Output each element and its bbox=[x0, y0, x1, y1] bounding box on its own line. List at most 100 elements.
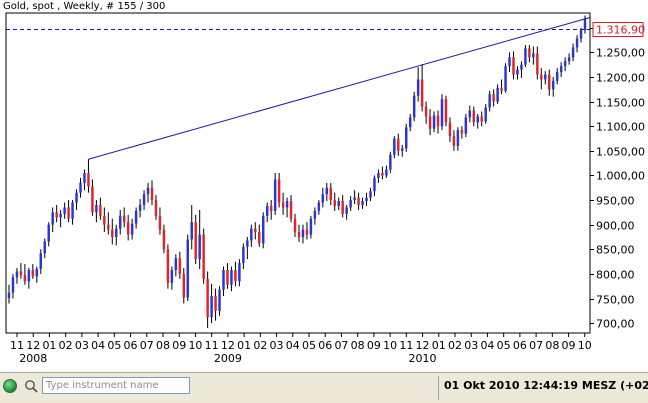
candle-body bbox=[273, 179, 277, 211]
candle-body bbox=[250, 228, 253, 241]
candle-body bbox=[301, 229, 305, 237]
candle-body bbox=[47, 224, 50, 242]
x-tick-label: 03 bbox=[75, 339, 89, 352]
candle-body bbox=[500, 87, 503, 91]
candle-body bbox=[138, 205, 142, 211]
candle-body bbox=[528, 48, 531, 58]
x-tick-label: 11 bbox=[10, 339, 24, 352]
y-tick-label: 800,00 bbox=[596, 269, 635, 282]
candle-body bbox=[130, 223, 134, 235]
candle-body bbox=[536, 53, 539, 75]
connection-status-icon[interactable] bbox=[3, 379, 17, 393]
instrument-search-input[interactable] bbox=[42, 377, 190, 394]
candle-body bbox=[226, 269, 229, 285]
toolbar-separator bbox=[438, 376, 439, 400]
x-tick-label: 09 bbox=[172, 339, 186, 352]
chart-area[interactable]: 1.300,001.250,001.200,001.150,001.100,00… bbox=[0, 0, 648, 372]
candle-body bbox=[337, 201, 340, 206]
search-icon[interactable] bbox=[24, 379, 38, 393]
y-tick-label: 1.250,00 bbox=[596, 47, 645, 60]
x-tick-label: 06 bbox=[318, 339, 332, 352]
bottom-toolbar: 01 Okt 2010 12:44:19 MESZ (+0200) bbox=[0, 372, 648, 403]
y-tick-label: 700,00 bbox=[596, 318, 635, 331]
candle-body bbox=[43, 241, 46, 254]
candle-body bbox=[63, 207, 66, 214]
x-tick-label: 01 bbox=[237, 339, 251, 352]
candle-body bbox=[198, 234, 201, 260]
x-tick-label: 08 bbox=[156, 339, 170, 352]
candle-body bbox=[516, 69, 519, 75]
candle-body bbox=[269, 205, 273, 211]
candle-body bbox=[484, 107, 487, 122]
candle-body bbox=[548, 74, 551, 90]
candle-body bbox=[349, 200, 352, 208]
candle-body bbox=[242, 246, 245, 264]
candle-body bbox=[544, 74, 547, 80]
y-tick-label: 1.100,00 bbox=[596, 121, 645, 134]
candle-body bbox=[551, 80, 555, 90]
x-tick-label: 02 bbox=[448, 339, 462, 352]
x-tick-label: 06 bbox=[124, 339, 138, 352]
candle-body bbox=[401, 148, 404, 151]
x-tick-label: 02 bbox=[59, 339, 73, 352]
candle-body bbox=[563, 61, 567, 67]
candle-body bbox=[460, 130, 464, 134]
candle-body bbox=[325, 187, 329, 195]
y-tick-label: 1.000,00 bbox=[596, 170, 645, 183]
candle-body bbox=[158, 215, 162, 230]
candle-body bbox=[341, 201, 344, 214]
candle-body bbox=[111, 229, 114, 237]
x-tick-label: 04 bbox=[91, 339, 105, 352]
candle-body bbox=[540, 74, 543, 80]
candle-body bbox=[55, 212, 58, 218]
candle-body bbox=[154, 200, 158, 216]
candle-body bbox=[333, 200, 336, 206]
candle-body bbox=[103, 215, 106, 225]
candle-body bbox=[186, 239, 189, 298]
candle-body bbox=[492, 94, 495, 102]
candle-body bbox=[230, 269, 233, 285]
x-tick-label: 03 bbox=[464, 339, 478, 352]
x-tick-label: 09 bbox=[367, 339, 381, 352]
x-tick-label: 10 bbox=[578, 339, 592, 352]
candle-body bbox=[202, 234, 205, 279]
candle-body bbox=[218, 289, 221, 311]
candle-body bbox=[476, 116, 479, 123]
candle-body bbox=[571, 47, 575, 58]
candle-body bbox=[579, 30, 583, 39]
candlestick-chart[interactable]: 1.300,001.250,001.200,001.150,001.100,00… bbox=[0, 0, 648, 372]
candle-body bbox=[27, 269, 31, 282]
candle-body bbox=[293, 218, 297, 233]
candle-body bbox=[321, 194, 325, 203]
candle-body bbox=[51, 212, 54, 225]
candle-body bbox=[488, 94, 491, 108]
candle-body bbox=[11, 277, 15, 293]
candle-body bbox=[118, 215, 122, 229]
candle-body bbox=[285, 201, 289, 208]
candle-body bbox=[170, 269, 174, 283]
candle-body bbox=[95, 205, 98, 213]
candle-body bbox=[508, 57, 511, 67]
candle-body bbox=[281, 202, 285, 208]
current-price-label: 1.316,90 bbox=[596, 24, 645, 37]
y-tick-label: 750,00 bbox=[596, 294, 635, 307]
candle-body bbox=[369, 191, 372, 198]
candle-body bbox=[190, 222, 193, 240]
candle-body bbox=[83, 173, 86, 183]
candle-body bbox=[174, 258, 178, 270]
candle-body bbox=[468, 110, 472, 118]
candle-body bbox=[361, 201, 364, 205]
candle-body bbox=[79, 182, 82, 193]
x-tick-label: 05 bbox=[107, 339, 121, 352]
candle-body bbox=[265, 205, 269, 216]
candle-body bbox=[126, 222, 130, 235]
candle-body bbox=[385, 169, 388, 176]
candle-body bbox=[206, 278, 209, 318]
candle-body bbox=[289, 201, 293, 219]
candle-body bbox=[472, 110, 476, 123]
candle-body bbox=[432, 115, 436, 129]
candle-body bbox=[7, 292, 11, 299]
x-tick-label: 12 bbox=[221, 339, 235, 352]
candle-body bbox=[353, 197, 356, 201]
candle-body bbox=[31, 269, 35, 277]
